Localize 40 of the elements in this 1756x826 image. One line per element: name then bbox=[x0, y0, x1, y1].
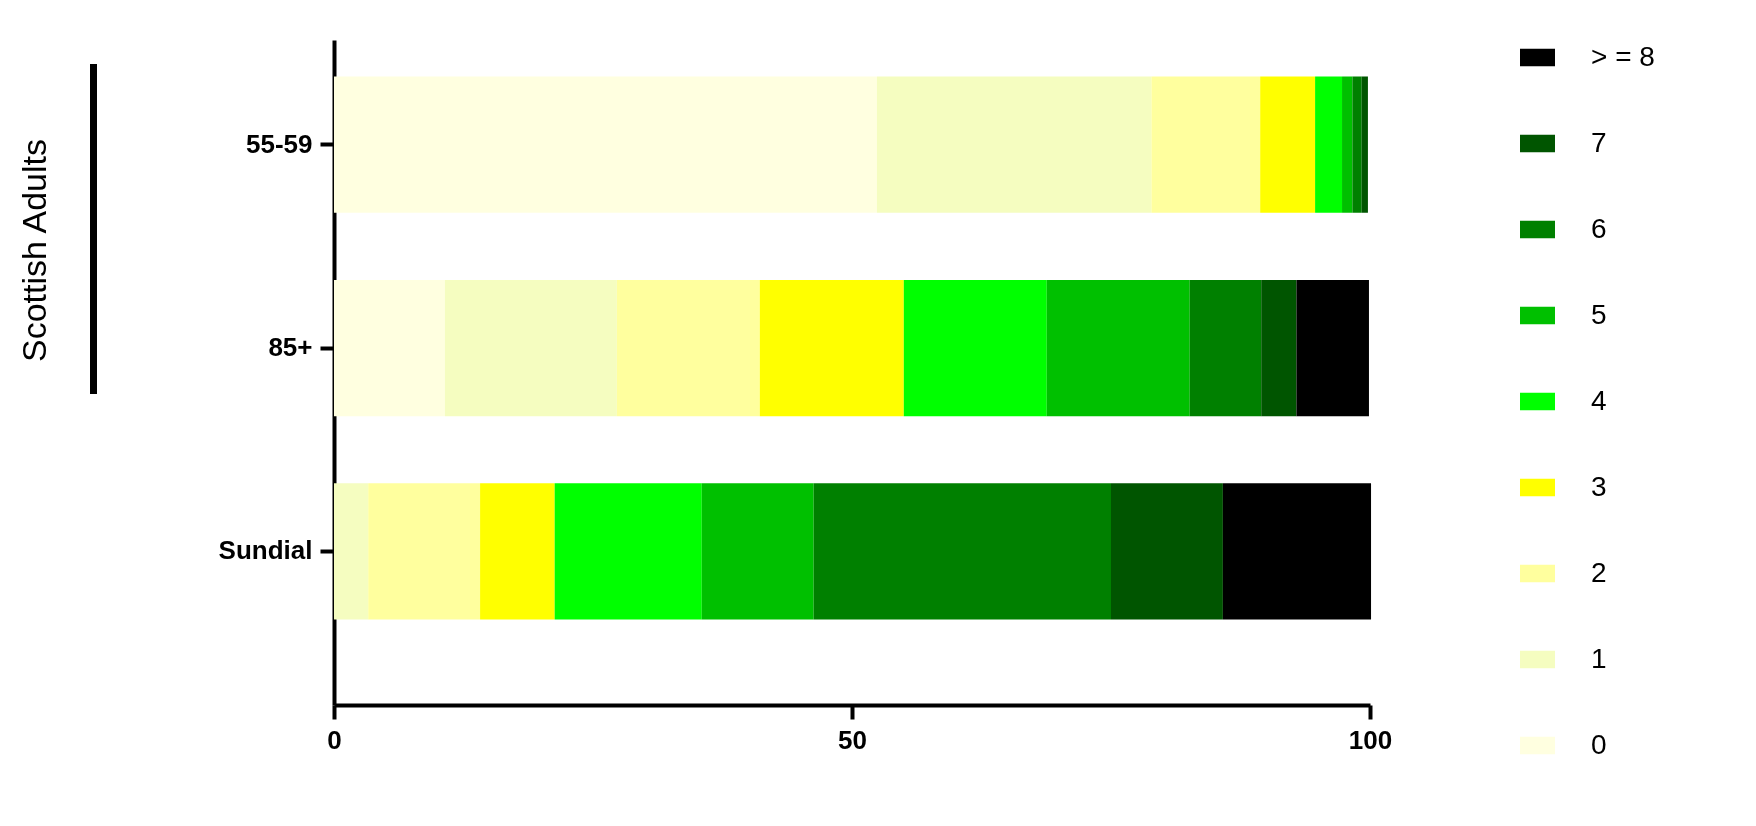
legend-label: 5 bbox=[1591, 298, 1607, 330]
legend-label: > = 8 bbox=[1591, 40, 1655, 72]
bar bbox=[1352, 76, 1362, 213]
legend-label: 3 bbox=[1591, 470, 1607, 502]
bar bbox=[368, 483, 481, 620]
legend-label: 7 bbox=[1591, 126, 1607, 158]
x-tick-label: 0 bbox=[327, 724, 342, 755]
bar bbox=[554, 483, 702, 620]
bar bbox=[1342, 76, 1353, 213]
legend-label: 4 bbox=[1591, 384, 1607, 416]
bar bbox=[1361, 76, 1368, 213]
legend-label: 1 bbox=[1591, 642, 1607, 674]
x-tick-label: 100 bbox=[1348, 724, 1393, 755]
bar bbox=[334, 483, 369, 620]
legend-label: 2 bbox=[1591, 556, 1607, 588]
bar bbox=[1046, 279, 1190, 417]
bar bbox=[1189, 279, 1262, 417]
bar bbox=[876, 76, 1152, 213]
bar bbox=[334, 76, 877, 213]
y-axis-title: Scottish Adults bbox=[14, 138, 53, 363]
bar bbox=[813, 483, 1111, 620]
bar bbox=[1151, 76, 1261, 213]
y-tick-label: Sundial bbox=[218, 535, 313, 566]
x-tick-label: 50 bbox=[838, 724, 867, 755]
bar bbox=[1315, 76, 1343, 213]
bar bbox=[444, 279, 617, 417]
bar bbox=[759, 279, 904, 417]
bar bbox=[1296, 279, 1369, 417]
bar bbox=[1111, 483, 1223, 620]
bar bbox=[616, 279, 760, 417]
legend-label: 6 bbox=[1591, 212, 1607, 244]
bar bbox=[1261, 279, 1297, 417]
y-tick-label: 55-59 bbox=[246, 128, 313, 159]
bar bbox=[480, 483, 555, 620]
bar bbox=[1222, 483, 1372, 620]
bar bbox=[701, 483, 814, 620]
y-tick-label: 85+ bbox=[268, 332, 313, 363]
bar bbox=[334, 279, 445, 417]
bar bbox=[1260, 76, 1316, 213]
bar bbox=[903, 279, 1047, 417]
